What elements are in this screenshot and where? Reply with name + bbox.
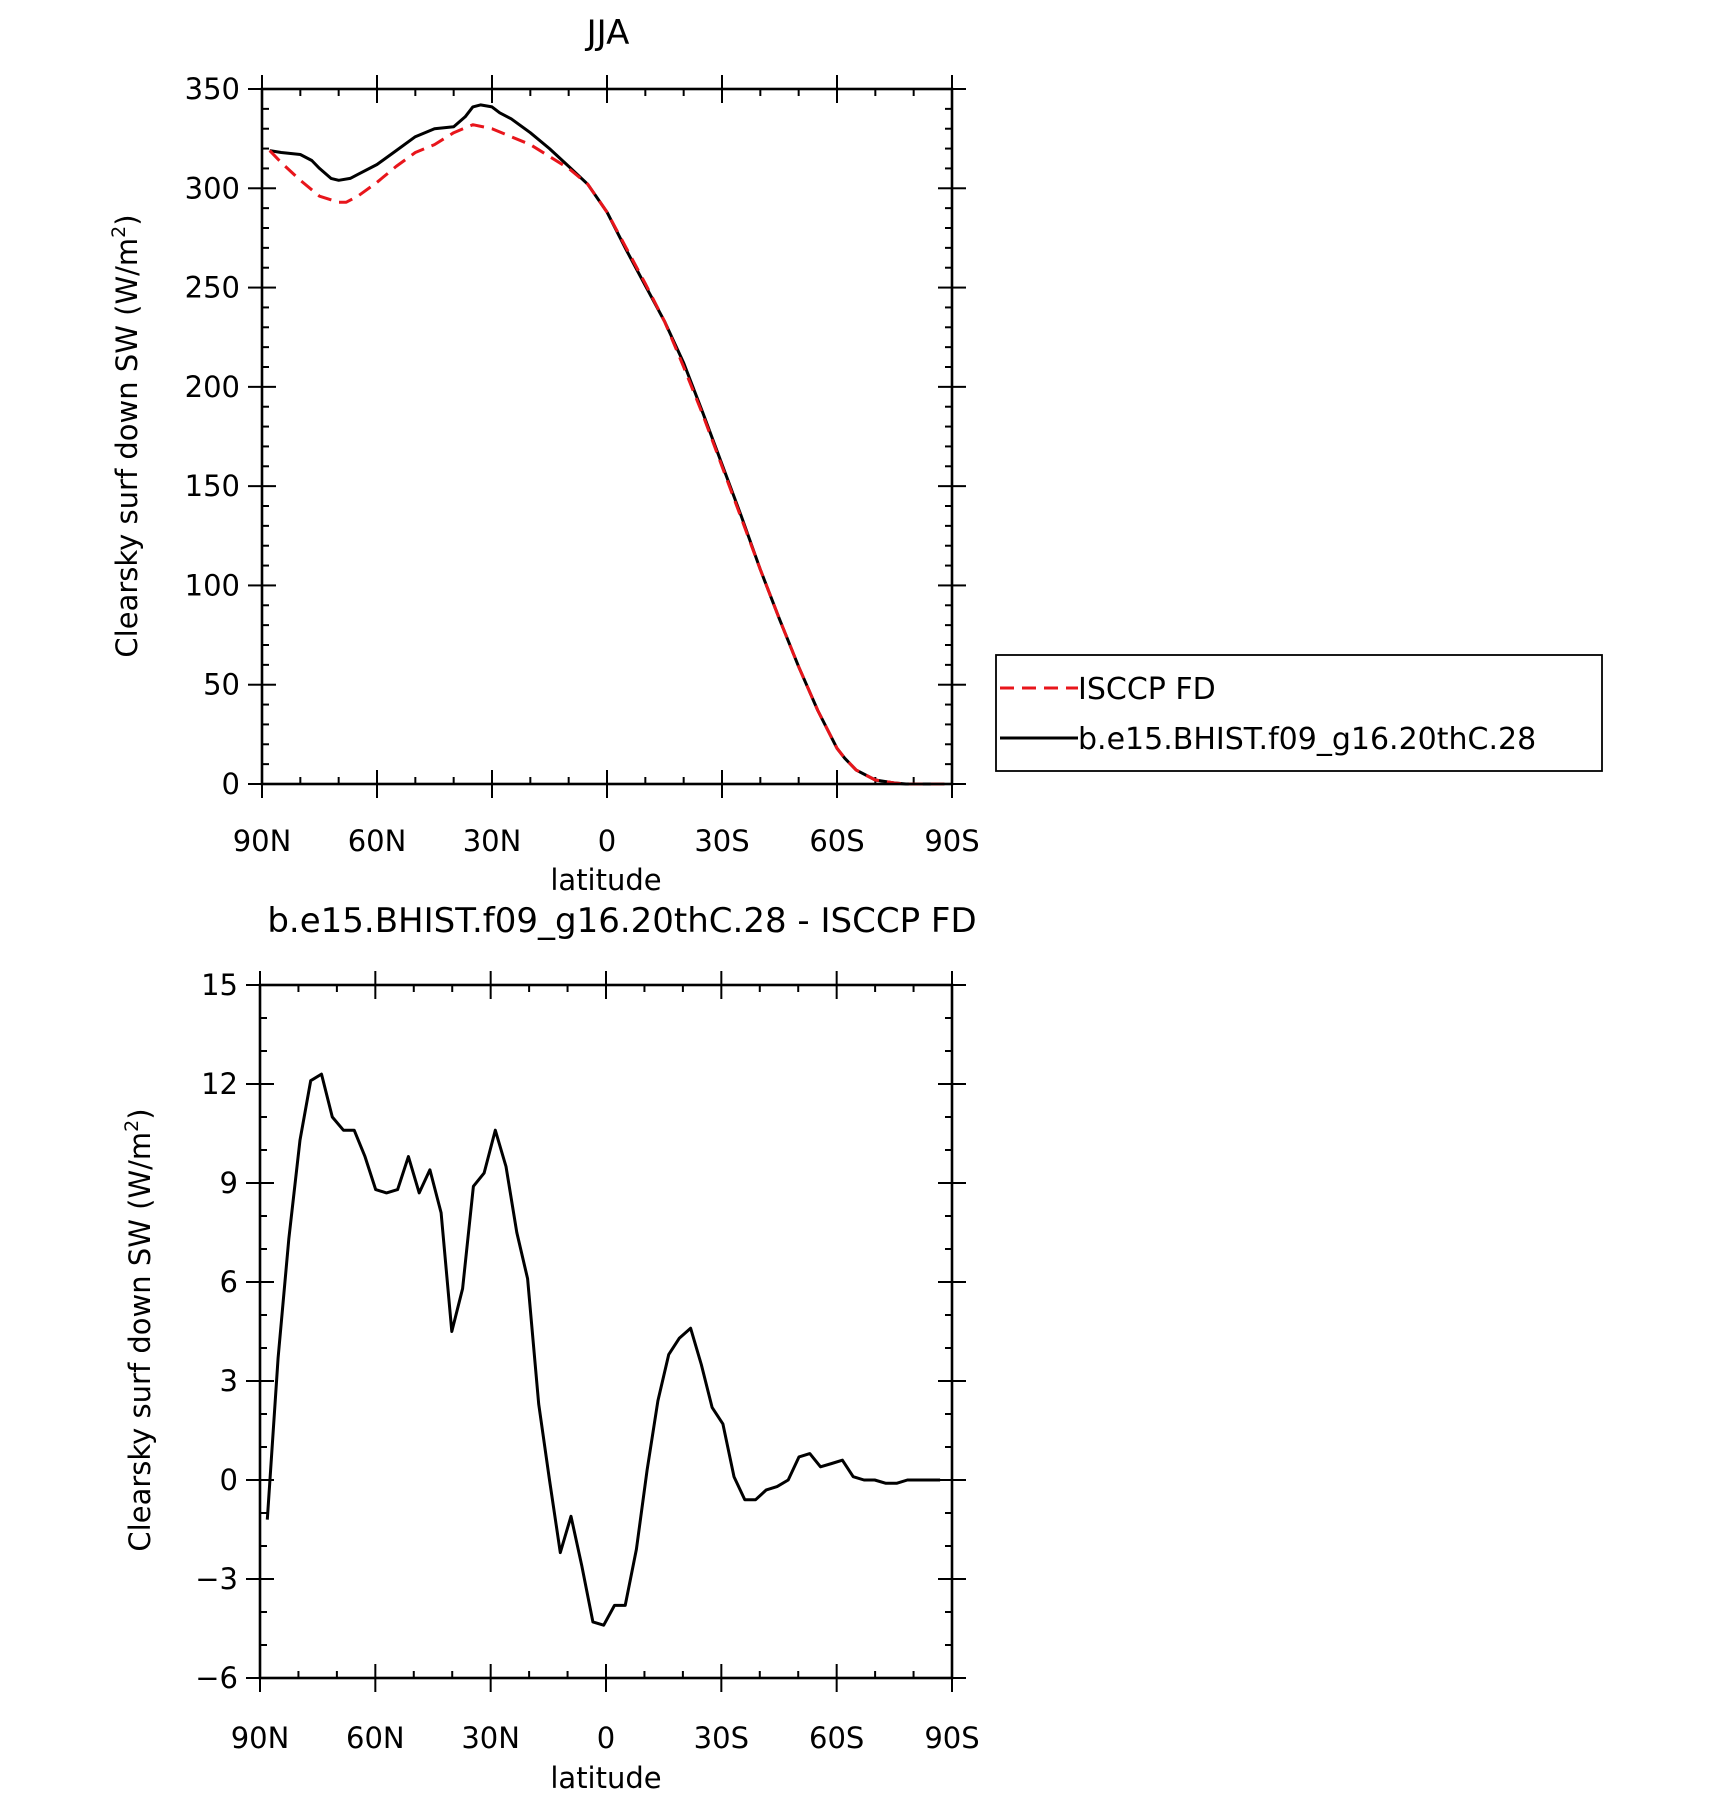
bottom-y-tick-label: −6 <box>195 1661 238 1695</box>
bottom-y-tick-labels: −6 −3 0 3 6 9 12 15 <box>195 968 238 1695</box>
bottom-chart-title: b.e15.BHIST.f09_g16.20thC.28 - ISCCP FD <box>267 901 976 941</box>
top-plot-frame <box>260 87 954 786</box>
top-y-axis-label-end: ) <box>110 214 144 225</box>
bottom-ticks <box>246 971 966 1692</box>
top-y-tick-label: 250 <box>185 271 240 305</box>
top-y-tick-label: 150 <box>185 469 240 503</box>
top-x-tick-label: 30N <box>463 824 522 858</box>
top-y-axis-label-main: Clearsky surf down SW (W/m <box>110 238 144 658</box>
legend-entry-model: b.e15.BHIST.f09_g16.20thC.28 <box>1078 722 1536 757</box>
bottom-y-tick-label: 6 <box>220 1265 238 1299</box>
top-x-tick-labels: 90N 60N 30N 0 30S 60S 90S <box>233 824 980 858</box>
top-y-tick-labels: 0 50 100 150 200 250 300 350 <box>185 72 240 801</box>
bottom-y-tick-label: 12 <box>201 1067 238 1101</box>
bottom-y-tick-label: −3 <box>195 1562 238 1596</box>
top-panel: JJA 90N 60N 30N 0 30S 60S 90S 0 50 100 150 200 250 3… <box>108 13 1603 897</box>
bottom-x-axis-label: latitude <box>550 1761 661 1794</box>
top-y-tick-label: 300 <box>185 171 240 205</box>
bottom-y-tick-label: 9 <box>220 1166 238 1200</box>
top-series-line-1 <box>269 103 945 786</box>
top-chart-title: JJA <box>585 13 630 53</box>
bottom-y-tick-label: 3 <box>220 1364 238 1398</box>
bottom-x-tick-label: 60S <box>809 1721 864 1755</box>
bottom-y-tick-label: 0 <box>220 1463 238 1497</box>
bottom-series-group <box>265 1072 941 1627</box>
bottom-y-axis-label: Clearsky surf down SW (W/m2) <box>121 1108 157 1551</box>
bottom-panel: b.e15.BHIST.f09_g16.20thC.28 - ISCCP FD … <box>121 901 980 1794</box>
top-y-tick-label: 100 <box>185 568 240 602</box>
top-x-tick-label: 0 <box>598 824 616 858</box>
top-series-line-0 <box>268 123 945 786</box>
bottom-x-tick-label: 30N <box>461 1721 520 1755</box>
top-x-tick-label: 90S <box>924 824 979 858</box>
top-ticks <box>248 75 966 798</box>
top-x-tick-label: 60S <box>809 824 864 858</box>
bottom-y-axis-label-end: ) <box>123 1108 157 1119</box>
bottom-x-tick-label: 90N <box>231 1721 290 1755</box>
legend-entry-isccp: ISCCP FD <box>1078 672 1216 707</box>
top-y-axis-label: Clearsky surf down SW (W/m2) <box>108 214 144 657</box>
top-series-group <box>268 103 945 786</box>
bottom-series-line-0 <box>265 1072 941 1627</box>
top-y-tick-label: 50 <box>203 668 240 702</box>
bottom-x-tick-labels: 90N 60N 30N 0 30S 60S 90S <box>231 1721 980 1755</box>
legend: ISCCP FD b.e15.BHIST.f09_g16.20thC.28 <box>995 654 1603 772</box>
bottom-x-tick-label: 30S <box>694 1721 749 1755</box>
top-y-tick-label: 0 <box>222 767 240 801</box>
bottom-y-tick-label: 15 <box>201 968 238 1002</box>
bottom-x-tick-label: 0 <box>597 1721 615 1755</box>
bottom-plot-frame <box>258 983 954 1680</box>
top-y-tick-label: 200 <box>185 370 240 404</box>
top-x-axis-label: latitude <box>550 863 661 897</box>
top-x-tick-label: 30S <box>694 824 749 858</box>
top-y-tick-label: 350 <box>185 72 240 106</box>
top-y-axis-label-sup: 2 <box>108 226 130 238</box>
top-x-tick-label: 90N <box>233 824 292 858</box>
legend-box <box>995 654 1603 772</box>
bottom-y-axis-label-sup: 2 <box>121 1120 143 1132</box>
bottom-x-tick-label: 60N <box>346 1721 405 1755</box>
bottom-x-tick-label: 90S <box>924 1721 979 1755</box>
top-x-tick-label: 60N <box>348 824 407 858</box>
bottom-y-axis-label-main: Clearsky surf down SW (W/m <box>123 1132 157 1552</box>
